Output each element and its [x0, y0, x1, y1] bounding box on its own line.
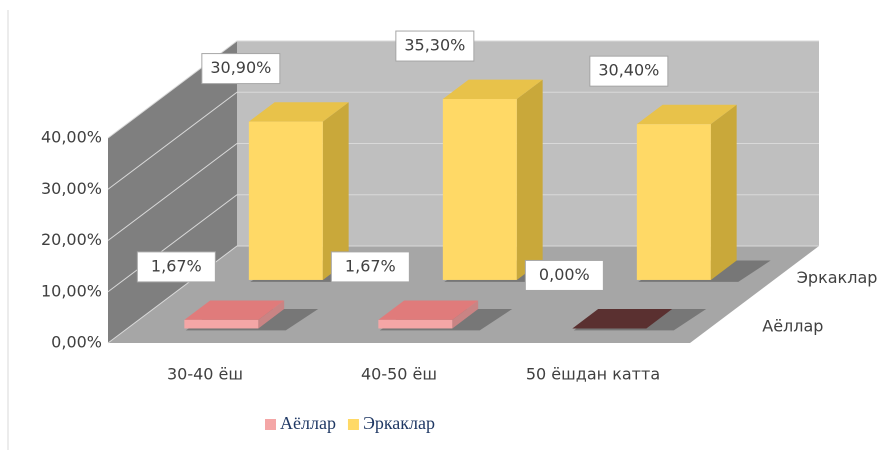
value-label: 35,30% [395, 30, 475, 62]
legend-swatch [347, 419, 359, 430]
value-label-text: 1,67% [151, 256, 202, 275]
y-tick-label: 20,00% [41, 230, 102, 249]
legend-label: Аёллар [280, 413, 336, 433]
value-label-text: 0,00% [539, 265, 590, 284]
value-label: 1,67% [330, 251, 410, 283]
value-label-box [136, 251, 216, 283]
grid-line [107, 245, 819, 344]
value-label-text: 1,67% [345, 256, 396, 275]
legend-label: Эркаклар [363, 413, 435, 433]
depth-label: Эркаклар [797, 268, 878, 287]
y-tick-label: 10,00% [41, 281, 102, 300]
bar-side [322, 102, 349, 280]
bar-top [442, 79, 543, 100]
value-label: 1,67% [136, 251, 216, 283]
value-label: 30,40% [589, 55, 669, 87]
value-label-box [524, 259, 604, 291]
y-tick-label: 0,00% [51, 333, 102, 352]
value-label-text: 35,30% [404, 36, 465, 55]
bar [184, 319, 259, 329]
bar-top [248, 102, 349, 122]
bar-top [184, 300, 285, 320]
bar-side [710, 104, 737, 280]
bar [636, 124, 711, 280]
bar [248, 121, 323, 280]
bar [378, 319, 453, 329]
legend-swatch [265, 419, 276, 430]
x-tick-label: 30-40 ёш [167, 365, 243, 384]
x-tick-label: 50 ёшдан катта [526, 365, 660, 384]
x-tick-label: 40-50 ёш [361, 365, 437, 384]
bar-top [636, 104, 737, 125]
value-label-box [395, 30, 475, 62]
value-label-text: 30,90% [210, 58, 271, 77]
y-tick-label: 30,00% [41, 179, 102, 198]
value-label-box [330, 251, 410, 283]
bar-side [258, 300, 285, 329]
value-label: 0,00% [524, 259, 604, 291]
y-tick-label: 40,00% [41, 128, 102, 147]
bar-side [516, 79, 543, 280]
grid-line [107, 40, 819, 139]
bar-side [452, 300, 479, 329]
grid-line [107, 91, 819, 190]
value-label: 30,90% [201, 53, 281, 85]
value-label-box [201, 53, 281, 85]
grid-line [107, 143, 819, 241]
value-label-text: 30,40% [598, 61, 659, 80]
depth-label: Аёллар [762, 316, 823, 335]
value-label-box [589, 55, 669, 87]
bar [442, 99, 517, 280]
bar-top [572, 309, 673, 329]
bar-top [378, 300, 479, 320]
